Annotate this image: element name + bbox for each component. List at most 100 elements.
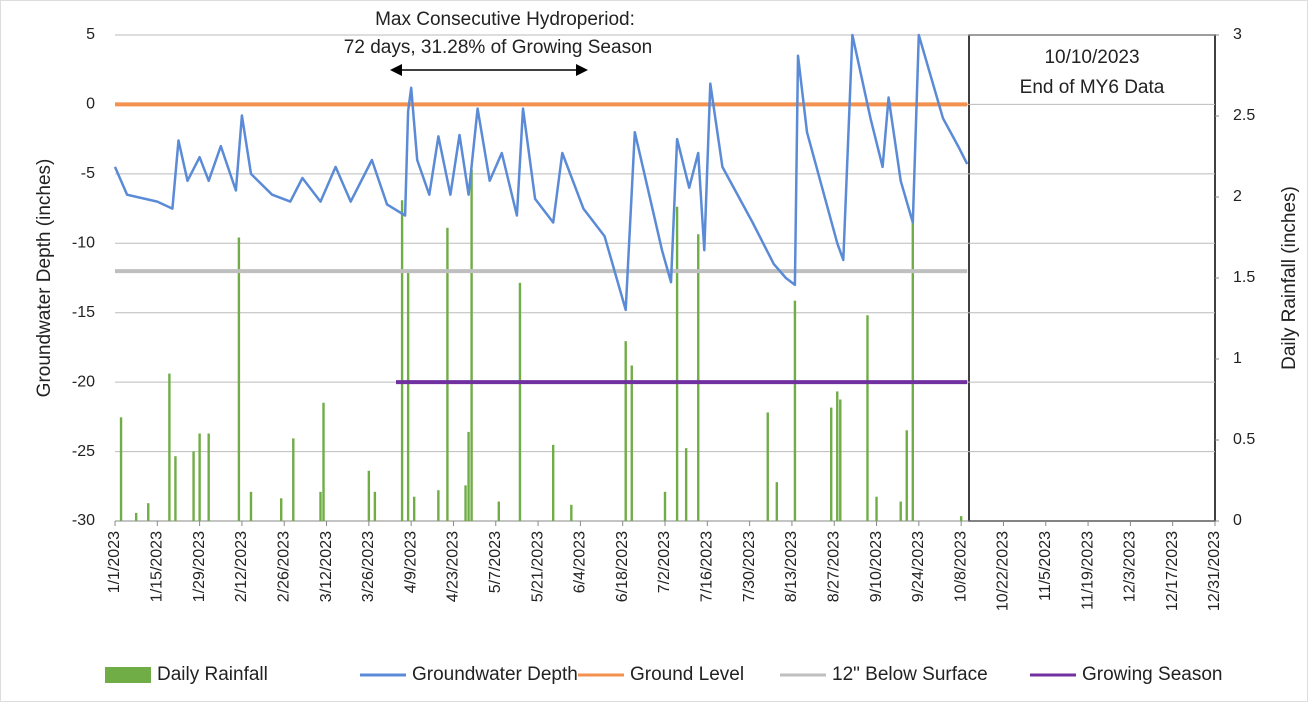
rain-bar [675,206,679,521]
rain-bar [839,399,842,521]
rain-bar [905,430,908,521]
annotation-box [968,34,1216,522]
y-tick-label: -10 [72,235,95,252]
rain-bar [174,456,177,521]
x-tick-label: 2/12/2023 [233,531,250,602]
rain-bar [899,501,902,521]
x-tick-label: 6/18/2023 [614,531,631,602]
y-tick-label: -25 [72,443,95,460]
y2-tick-label: 3 [1233,26,1242,43]
rain-bar [866,315,869,521]
rain-bar [518,282,522,521]
rain-bar [624,341,627,521]
rain-bar [147,503,150,521]
y-tick-label: -30 [72,512,95,529]
legend-item: 12" Below Surface [780,664,988,685]
rain-bar [280,498,283,521]
annotation: End of MY6 Data [1020,77,1165,98]
y2-tick-label: 2 [1233,188,1242,205]
legend-label: Ground Level [630,664,744,685]
x-tick-label: 12/17/2023 [1164,531,1181,611]
x-tick-label: 8/27/2023 [825,531,842,602]
rain-bar [464,485,467,521]
rain-bar [630,365,633,521]
rain-bar [400,200,404,522]
rain-bar [959,516,963,521]
rain-bar [570,504,573,521]
x-tick-label: 5/7/2023 [487,531,504,593]
annotation: 10/10/2023 [1044,47,1139,68]
x-tick-label: 1/15/2023 [149,531,166,602]
legend-label: Groundwater Depth [412,664,578,685]
rain-bar [319,491,322,521]
rain-bar [412,496,416,521]
legend-item: Ground Level [578,664,744,685]
rain-bar [697,234,700,521]
hydroperiod-arrow [390,64,588,76]
y-tick-label: 5 [86,26,95,43]
rain-bar [198,433,201,521]
x-tick-label: 2/26/2023 [275,531,292,602]
x-tick-label: 12/31/2023 [1206,531,1223,611]
rain-bar [437,490,440,521]
legend-item: Daily Rainfall [105,664,268,685]
rain-bar [497,501,500,521]
x-tick-label: 3/12/2023 [318,531,335,602]
x-tick-label: 9/10/2023 [868,531,885,602]
x-tick-label: 10/22/2023 [995,531,1012,611]
x-tick-label: 1/1/2023 [106,531,123,593]
rain-bar [775,482,779,521]
y-tick-label: -20 [72,373,95,390]
rain-bar [134,512,138,521]
rain-bar [836,391,839,521]
y2-axis-title: Daily Rainfall (inches) [1279,186,1300,370]
annotation: Max Consecutive Hydroperiod: [375,9,635,30]
rain-bar [237,237,241,521]
rain-bar [168,373,171,521]
legend-item: Growing Season [1030,664,1222,685]
x-tick-label: 12/3/2023 [1122,531,1139,602]
series-line [113,33,969,312]
y-tick-label: -5 [81,165,95,182]
rain-bar [793,300,797,521]
rain-bar [367,470,371,521]
rain-bar [292,438,295,521]
x-tick-label: 9/24/2023 [910,531,927,602]
annotation: 72 days, 31.28% of Growing Season [344,37,652,58]
rain-bar [830,407,833,521]
x-tick-label: 1/29/2023 [191,531,208,602]
x-tick-label: 3/26/2023 [360,531,377,602]
legend-item: Groundwater Depth [360,664,578,685]
rain-bar [406,269,410,521]
rain-bar [119,417,123,521]
rain-bar [766,412,769,521]
y2-tick-label: 1 [1233,350,1242,367]
x-tick-label: 11/19/2023 [1079,531,1096,610]
rain-bar [684,448,688,521]
rain-bar [467,431,470,521]
rain-bar [663,491,667,521]
x-tick-label: 7/16/2023 [699,531,716,602]
legend-label: Growing Season [1082,664,1222,685]
y2-tick-label: 2.5 [1233,107,1255,124]
x-tick-label: 4/23/2023 [445,531,462,602]
x-tick-label: 11/5/2023 [1037,531,1054,601]
rain-bar [911,219,915,521]
y2-tick-label: 0 [1233,512,1242,529]
legend-label: 12" Below Surface [832,664,988,685]
y2-tick-label: 1.5 [1233,269,1255,286]
rain-bar [446,227,449,521]
legend-swatch [105,667,151,683]
rain-bar [249,491,253,521]
rain-bar [322,402,325,521]
x-tick-label: 4/9/2023 [402,531,419,593]
x-tick-label: 8/13/2023 [783,531,800,602]
rain-bar [373,491,377,521]
rain-bar [207,433,210,521]
rain-bar [875,496,878,521]
y-axis-title: Groundwater Depth (inches) [34,159,55,398]
x-tick-label: 7/2/2023 [656,531,673,593]
rain-bar [192,451,195,521]
x-tick-label: 5/21/2023 [529,531,546,602]
